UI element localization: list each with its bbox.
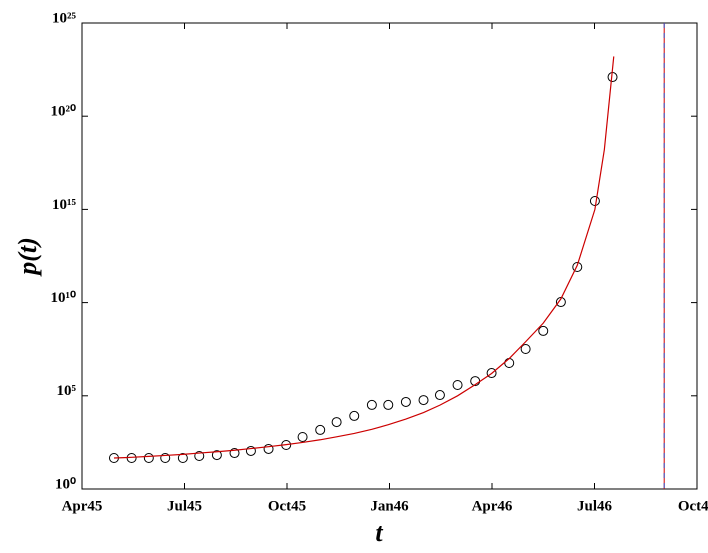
data-point bbox=[194, 450, 205, 461]
data-point bbox=[452, 379, 463, 390]
data-point bbox=[538, 325, 549, 336]
data-point bbox=[263, 443, 274, 454]
y-tick-label: 10²⁰ bbox=[50, 104, 76, 120]
data-point bbox=[143, 453, 154, 464]
data-point bbox=[211, 450, 222, 461]
data-point bbox=[418, 395, 429, 406]
y-axis-label: p(t) bbox=[13, 237, 42, 277]
x-axis-label: t bbox=[375, 518, 383, 547]
fit-line bbox=[113, 56, 615, 459]
data-point bbox=[366, 399, 377, 410]
data-point bbox=[229, 448, 240, 459]
data-point bbox=[572, 261, 583, 272]
y-tick-label: 10¹⁵ bbox=[52, 197, 76, 213]
x-tick-label: Jan46 bbox=[370, 498, 409, 514]
data-point bbox=[504, 357, 515, 368]
data-point bbox=[160, 453, 171, 464]
x-tick-label: Apr45 bbox=[62, 498, 103, 514]
data-point bbox=[486, 368, 497, 379]
plot-frame bbox=[81, 22, 698, 490]
y-tick-label: 10⁰ bbox=[55, 476, 76, 492]
data-point bbox=[589, 196, 600, 207]
x-tick-label: Oct46 bbox=[678, 498, 708, 514]
x-tick-label: Apr46 bbox=[472, 498, 513, 514]
y-tick-label: 10²⁵ bbox=[52, 10, 76, 26]
y-tick-label: 10¹⁰ bbox=[50, 290, 76, 306]
data-point bbox=[520, 344, 531, 355]
x-tick-label: Oct45 bbox=[268, 498, 306, 514]
data-point bbox=[245, 445, 256, 456]
x-tick-label: Jul45 bbox=[167, 498, 202, 514]
data-point bbox=[383, 399, 394, 410]
data-point bbox=[434, 390, 445, 401]
y-tick-label: 10⁵ bbox=[57, 383, 77, 399]
data-point bbox=[177, 453, 188, 464]
data-point bbox=[331, 417, 342, 428]
data-point bbox=[297, 431, 308, 442]
data-point bbox=[315, 424, 326, 435]
data-point bbox=[400, 396, 411, 407]
data-point bbox=[349, 410, 360, 421]
x-tick-label: Jul46 bbox=[577, 498, 613, 514]
